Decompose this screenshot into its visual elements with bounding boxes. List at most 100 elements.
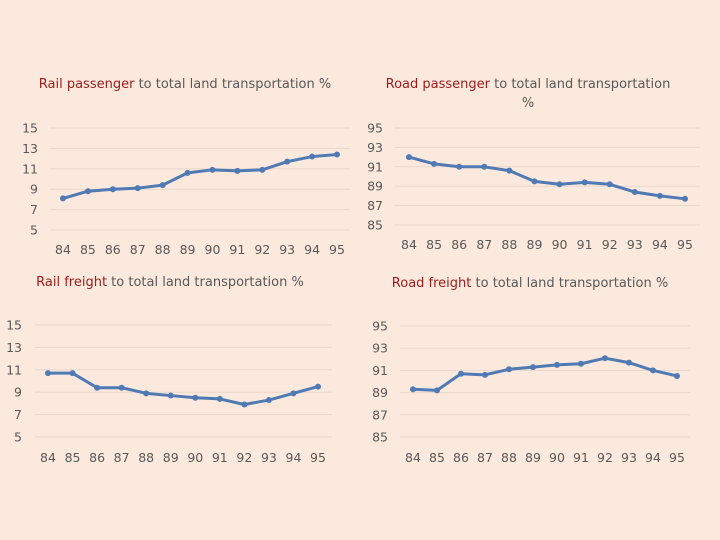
series-line — [412, 356, 678, 392]
data-point — [94, 384, 101, 391]
y-tick-label: 95 — [367, 121, 383, 136]
y-tick-label: 11 — [22, 161, 38, 176]
data-point — [45, 370, 51, 377]
x-tick-label: 84 — [405, 450, 421, 465]
x-tick-label: 92 — [597, 450, 613, 465]
data-point — [431, 160, 438, 167]
x-tick-label: 87 — [476, 237, 492, 252]
data-point — [143, 390, 150, 397]
data-point — [456, 163, 463, 170]
x-tick-label: 90 — [187, 450, 203, 465]
y-tick-label: 87 — [372, 407, 388, 422]
data-point — [481, 163, 488, 170]
x-tick-label: 94 — [304, 242, 320, 257]
data-point — [315, 383, 321, 390]
x-tick-label: 84 — [401, 237, 417, 252]
y-tick-label: 93 — [372, 341, 388, 356]
data-point — [530, 364, 536, 371]
data-point — [309, 153, 316, 160]
data-point — [554, 361, 560, 368]
y-tick-label: 13 — [22, 141, 38, 156]
x-tick-label: 87 — [477, 450, 493, 465]
x-tick-label: 91 — [229, 242, 245, 257]
data-point — [284, 158, 291, 165]
data-point — [192, 394, 199, 401]
data-point — [581, 179, 588, 186]
x-tick-label: 90 — [552, 237, 568, 252]
data-point — [234, 167, 241, 174]
title-highlight: Road passenger — [385, 77, 491, 92]
x-tick-label: 93 — [621, 450, 637, 465]
data-point — [556, 181, 563, 188]
x-tick-label: 92 — [254, 242, 270, 257]
x-tick-label: 84 — [40, 450, 56, 465]
series-line — [48, 371, 319, 407]
y-tick-label: 87 — [367, 198, 383, 213]
title-rest: to total land transportation % — [471, 276, 669, 291]
data-point — [265, 397, 272, 404]
chart-title-road-passenger: Road passenger to total land transportat… — [378, 75, 678, 113]
x-tick-label: 95 — [310, 450, 326, 465]
x-tick-label: 92 — [236, 450, 252, 465]
data-point — [606, 181, 613, 188]
x-tick-label: 89 — [163, 450, 179, 465]
x-tick-label: 90 — [205, 242, 221, 257]
y-tick-label: 91 — [372, 363, 388, 378]
title-rest: to total land transportation % — [490, 77, 671, 111]
x-tick-label: 88 — [501, 450, 517, 465]
title-rest: to total land transportation % — [134, 77, 332, 92]
data-point — [216, 395, 223, 402]
data-point — [626, 359, 632, 366]
data-point — [602, 355, 608, 362]
y-tick-label: 11 — [6, 362, 22, 377]
x-tick-label: 86 — [105, 242, 121, 257]
data-point — [482, 371, 488, 378]
data-point — [259, 166, 266, 173]
y-tick-label: 89 — [372, 385, 388, 400]
data-point — [434, 387, 440, 394]
x-tick-label: 91 — [577, 237, 593, 252]
x-tick-label: 89 — [527, 237, 543, 252]
x-tick-label: 94 — [652, 237, 668, 252]
data-point — [506, 167, 513, 174]
x-tick-label: 85 — [80, 242, 96, 257]
data-point — [682, 195, 688, 202]
data-point — [60, 195, 66, 202]
x-tick-label: 88 — [155, 242, 171, 257]
data-point — [656, 192, 663, 199]
data-point — [410, 386, 416, 393]
y-tick-label: 15 — [6, 318, 22, 333]
y-tick-label: 5 — [30, 223, 38, 238]
data-point — [167, 392, 174, 399]
y-tick-label: 93 — [367, 140, 383, 155]
data-point — [241, 401, 248, 408]
title-rest: to total land transportation % — [107, 275, 304, 290]
data-point — [578, 360, 584, 367]
y-tick-label: 85 — [367, 218, 383, 233]
x-tick-label: 92 — [602, 237, 618, 252]
title-highlight: Rail freight — [36, 275, 108, 290]
y-tick-label: 9 — [14, 385, 22, 400]
data-point — [406, 154, 412, 161]
x-tick-label: 94 — [645, 450, 661, 465]
data-point — [506, 366, 512, 373]
y-tick-label: 91 — [367, 159, 383, 174]
y-tick-label: 5 — [14, 430, 22, 445]
y-tick-label: 7 — [30, 202, 38, 217]
data-point — [631, 189, 638, 196]
data-point — [674, 372, 680, 379]
series-line — [62, 153, 338, 200]
data-point — [209, 166, 216, 173]
x-tick-label: 95 — [677, 237, 693, 252]
x-tick-label: 86 — [451, 237, 467, 252]
data-point — [458, 370, 464, 377]
y-tick-label: 9 — [30, 182, 38, 197]
data-point — [118, 384, 125, 391]
x-tick-label: 85 — [65, 450, 81, 465]
x-tick-label: 89 — [525, 450, 541, 465]
data-point — [531, 178, 538, 185]
y-tick-label: 89 — [367, 179, 383, 194]
x-tick-label: 86 — [89, 450, 105, 465]
x-tick-label: 89 — [180, 242, 196, 257]
